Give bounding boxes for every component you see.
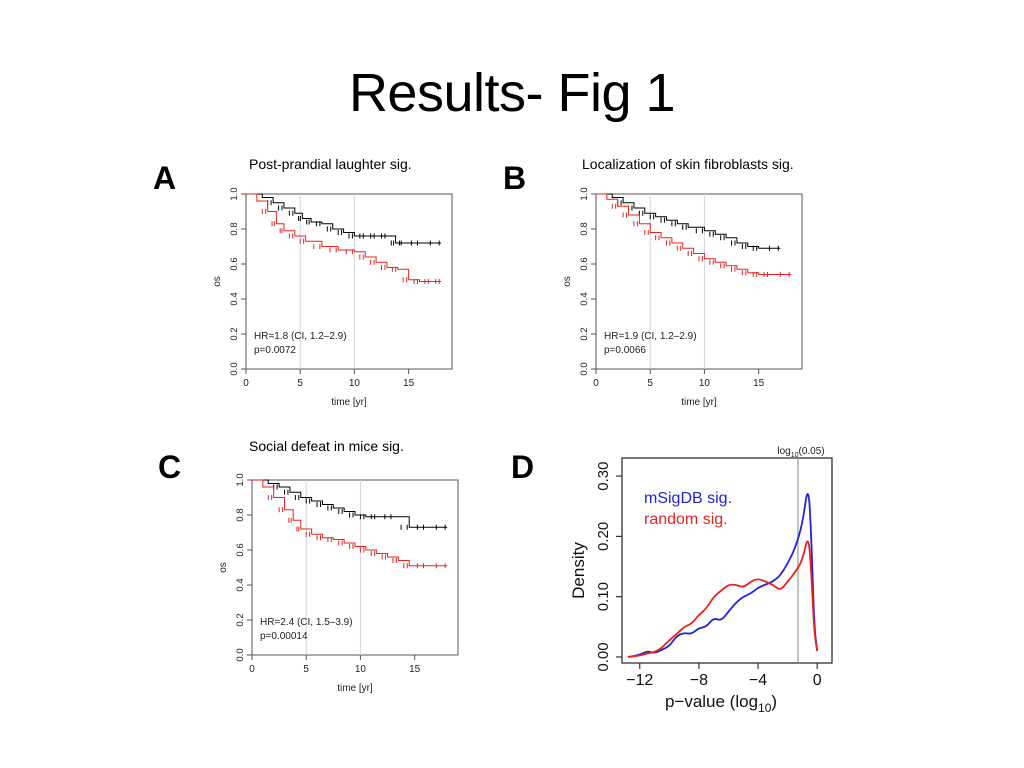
- panel-letter-d: D: [511, 449, 535, 485]
- legend-entry-msigdb: mSigDB sig.: [644, 490, 732, 507]
- panel-letter-a: A: [153, 160, 177, 196]
- x-tick-label: −8: [690, 672, 708, 689]
- density-chart-d: log10(0.05) −12 −8 −4 0 0.00 0.10 0.20 0.30 p−val…: [569, 446, 833, 715]
- x-axis-label: time [yr]: [681, 397, 717, 408]
- y-tick-label: 0.0: [579, 362, 590, 375]
- caption-a: Post-prandial laughter sig.: [249, 156, 412, 172]
- hazard-annotation: p=0.0066: [604, 345, 646, 356]
- y-tick-label: 0.4: [235, 578, 246, 591]
- y-tick-label: 0.00: [595, 642, 612, 671]
- hazard-annotation: HR=2.4 (CI, 1.5–3.9): [260, 617, 353, 628]
- x-tick-label: 15: [409, 664, 421, 675]
- caption-c: Social defeat in mice sig.: [249, 438, 404, 454]
- y-tick-label: 0.10: [595, 582, 612, 611]
- caption-b: Localization of skin fibroblasts sig.: [582, 156, 794, 172]
- panel-letter-c: C: [158, 449, 182, 485]
- significance-label: log10(0.05): [777, 446, 824, 459]
- y-tick-label: 0.20: [595, 522, 612, 551]
- x-axis-label: time [yr]: [331, 397, 367, 408]
- y-tick-label: 0.2: [229, 327, 240, 340]
- y-tick-label: 0.2: [235, 613, 246, 626]
- density-curve-msigdb: [627, 493, 819, 658]
- survival-curve-high: [252, 479, 448, 567]
- x-tick-label: 15: [403, 378, 415, 389]
- y-tick-label: 1.0: [235, 473, 246, 486]
- y-tick-label: 0.0: [235, 648, 246, 661]
- hazard-annotation: p=0.0072: [254, 345, 296, 356]
- x-tick-label: 10: [699, 378, 711, 389]
- y-tick-label: 0.0: [229, 362, 240, 375]
- y-axis-label: os: [212, 276, 223, 287]
- hazard-annotation: HR=1.9 (CI, 1.2–2.9): [604, 331, 697, 342]
- y-tick-label: 0.4: [229, 292, 240, 305]
- y-axis-label: os: [562, 276, 573, 287]
- x-tick-label: 15: [753, 378, 765, 389]
- slide-title: Results- Fig 1: [348, 63, 676, 123]
- x-tick-label: 5: [647, 378, 653, 389]
- survival-chart-b: 0 5 10 15 0.0 0.2 0.4 0.6 0.8 1.0 time [yr] os HR=1.…: [562, 187, 803, 408]
- y-tick-label: 0.6: [235, 543, 246, 556]
- survival-curve-low: [596, 193, 781, 249]
- x-tick-label: 0: [813, 672, 822, 689]
- y-axis-label: Density: [569, 542, 588, 599]
- x-tick-label: 5: [297, 378, 303, 389]
- x-tick-label: 0: [249, 664, 255, 675]
- x-tick-label: −12: [626, 672, 653, 689]
- plot-frame: [621, 457, 833, 664]
- x-tick-label: −4: [749, 672, 767, 689]
- plot-frame: [245, 193, 453, 370]
- y-tick-label: 1.0: [229, 187, 240, 200]
- y-tick-label: 0.8: [229, 222, 240, 235]
- survival-curve-high: [596, 193, 792, 275]
- x-tick-label: 0: [243, 378, 249, 389]
- panel-letter-b: B: [503, 160, 527, 196]
- y-tick-label: 1.0: [579, 187, 590, 200]
- survival-curve-high: [246, 193, 442, 282]
- plot-frame: [595, 193, 803, 370]
- x-tick-label: 5: [303, 664, 309, 675]
- plot-frame: [251, 479, 459, 656]
- density-curve-random: [627, 540, 819, 658]
- x-axis-label: p−value (log10): [665, 692, 777, 715]
- x-tick-label: 10: [355, 664, 367, 675]
- hazard-annotation: HR=1.8 (CI, 1.2–2.9): [254, 331, 347, 342]
- x-axis-label: time [yr]: [337, 683, 373, 694]
- y-tick-label: 0.8: [235, 508, 246, 521]
- hazard-annotation: p=0.00014: [260, 631, 308, 642]
- y-tick-label: 0.6: [229, 257, 240, 270]
- y-tick-label: 0.4: [579, 292, 590, 305]
- y-tick-label: 0.6: [579, 257, 590, 270]
- survival-curve-low: [246, 193, 442, 244]
- survival-curve-low: [252, 479, 448, 528]
- y-tick-label: 0.2: [579, 327, 590, 340]
- y-axis-label: os: [218, 562, 229, 573]
- survival-chart-a: 0 5 10 15 0.0 0.2 0.4 0.6 0.8 1.0 time [yr] os HR=1.…: [212, 187, 453, 408]
- y-tick-label: 0.8: [579, 222, 590, 235]
- legend-entry-random: random sig.: [644, 511, 728, 528]
- y-tick-label: 0.30: [595, 461, 612, 490]
- survival-chart-c: 0 5 10 15 0.0 0.2 0.4 0.6 0.8 1.0 time [yr] os HR=2.…: [218, 473, 459, 694]
- x-tick-label: 10: [349, 378, 361, 389]
- x-tick-label: 0: [593, 378, 599, 389]
